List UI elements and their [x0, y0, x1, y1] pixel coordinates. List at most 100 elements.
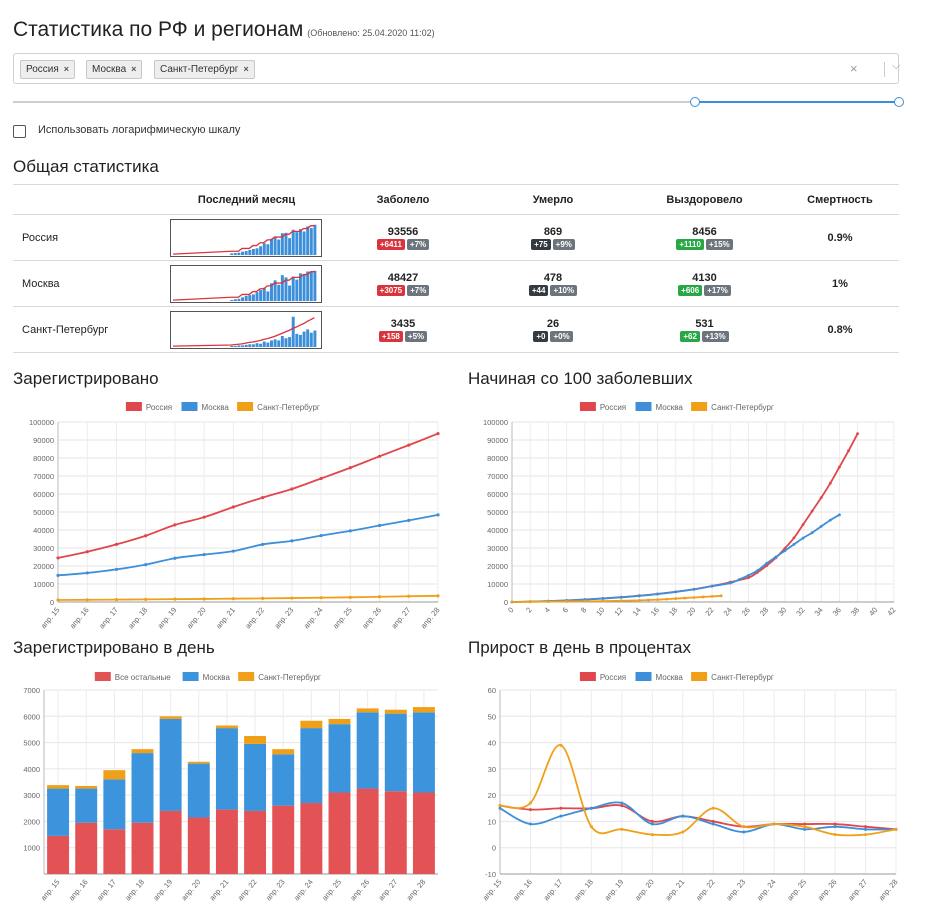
x-tick-label: апр. 16: [67, 878, 90, 903]
sparkline-bar: [237, 252, 241, 255]
sparkline-bar: [291, 316, 295, 347]
data-point: [407, 594, 411, 598]
tag-remove-icon[interactable]: ×: [131, 64, 137, 74]
data-point: [864, 827, 868, 831]
legend-label: Россия: [600, 403, 626, 412]
sparkline-bar: [248, 343, 252, 347]
x-tick-label: апр. 24: [292, 878, 315, 903]
recovered-pct-badge: +15%: [705, 238, 733, 250]
infected-pct-badge: +7%: [406, 238, 430, 250]
recovered-cell: 531 +62 +13%: [628, 306, 781, 353]
data-point: [173, 597, 177, 601]
mortality-value: 0.8%: [781, 306, 899, 353]
data-point: [377, 595, 382, 599]
data-point: [765, 561, 769, 565]
date-slider-end-handle[interactable]: [894, 97, 904, 107]
sparkline-bar: [295, 231, 299, 255]
data-point: [202, 552, 206, 557]
infected-cell: 48427 +3075 +7%: [328, 260, 478, 307]
updated-timestamp: (Обновлено: 25.04.2020 11:02): [307, 28, 435, 38]
legend-swatch: [237, 402, 254, 411]
chart-legend: Россия Москва Санкт-Петербург: [579, 672, 774, 682]
sparkline-bar: [244, 295, 248, 301]
data-point: [348, 466, 352, 470]
sparkline-bar: [280, 232, 284, 255]
bar-segment: [75, 788, 98, 823]
data-point: [436, 513, 440, 517]
x-tick-label: 32: [794, 606, 806, 618]
date-slider-start-handle[interactable]: [690, 97, 701, 107]
summary-table: Последний месяц Заболело Умерло Выздоров…: [13, 184, 899, 353]
sparkline-bar: [233, 298, 237, 301]
table-row: Россия 93556 +6411 +7% 869 +75 +9% 8456 +1110…: [13, 214, 899, 261]
data-point: [436, 431, 440, 436]
bar-segment: [272, 749, 295, 755]
page-title: Статистика по РФ и регионам (Обновлено: 2…: [13, 18, 435, 42]
mortality-value: 1%: [781, 260, 899, 307]
sparkline-bar: [295, 279, 299, 301]
region-multiselect[interactable]: Россия × Москва × Санкт-Петербург × × ⌵: [13, 53, 901, 84]
x-tick-label: апр. 16: [68, 606, 91, 631]
tag-remove-icon[interactable]: ×: [63, 64, 70, 74]
data-point: [692, 588, 696, 591]
x-tick-label: апр. 25: [331, 606, 354, 631]
data-point: [838, 513, 841, 517]
sparkline-bar: [288, 285, 292, 301]
bar-segment: [103, 770, 126, 780]
legend-swatch: [579, 402, 596, 411]
sparkline-bar: [306, 270, 310, 301]
data-point: [637, 594, 641, 598]
x-tick-label: 18: [667, 606, 679, 618]
y-tick-label: 40000: [33, 526, 54, 535]
sparkline-chart: [170, 264, 322, 303]
sparkline-bar: [255, 247, 259, 255]
y-tick-label: 60: [488, 686, 496, 695]
legend-label: Россия: [146, 403, 172, 412]
tag-remove-icon[interactable]: ×: [243, 64, 249, 74]
data-point: [407, 518, 411, 522]
bar-segment: [187, 763, 210, 818]
bar-segment: [103, 779, 126, 830]
data-point: [114, 542, 119, 546]
data-point: [528, 600, 532, 604]
sparkline-bar: [277, 239, 281, 255]
y-tick-label: 80000: [33, 454, 54, 463]
chevron-down-icon[interactable]: ⌵: [892, 60, 901, 72]
y-tick-label: 4000: [23, 765, 40, 774]
x-tick-label: апр. 27: [846, 878, 869, 903]
sparkline-bar: [266, 290, 270, 301]
x-tick-label: 2: [524, 606, 534, 615]
sparkline-chart: [170, 310, 322, 349]
data-point: [772, 822, 776, 826]
date-slider-track[interactable]: [13, 101, 899, 103]
y-tick-label: 60000: [487, 490, 508, 499]
sparkline-bar: [273, 279, 277, 301]
data-point: [833, 822, 837, 826]
log-scale-checkbox[interactable]: [13, 125, 26, 138]
data-point: [85, 598, 89, 602]
legend-swatch: [125, 402, 142, 411]
y-tick-label: 10000: [33, 580, 54, 589]
col-header-last-month: Последний месяц: [165, 184, 328, 215]
y-tick-label: 40: [488, 739, 496, 748]
data-point: [601, 597, 605, 600]
x-tick-label: апр. 15: [39, 878, 62, 903]
data-point: [56, 556, 60, 560]
x-tick-label: апр. 25: [785, 878, 808, 903]
x-tick-label: апр. 18: [126, 606, 149, 631]
sparkline-trend-line: [172, 316, 315, 347]
data-point: [559, 743, 563, 747]
log-scale-label[interactable]: Использовать логарифмическую шкалу: [38, 124, 241, 136]
sparkline-bar: [280, 274, 284, 301]
data-point: [620, 804, 624, 808]
data-point: [637, 598, 641, 602]
data-point: [528, 808, 532, 812]
chart-legend: Россия Москва Санкт-Петербург: [579, 402, 774, 412]
clear-icon[interactable]: ×: [850, 61, 858, 76]
data-point: [528, 822, 532, 826]
data-point: [847, 449, 850, 453]
data-point: [583, 599, 587, 603]
data-point: [85, 571, 89, 575]
bar-segment: [187, 761, 210, 764]
x-tick-label: 10: [594, 606, 606, 618]
